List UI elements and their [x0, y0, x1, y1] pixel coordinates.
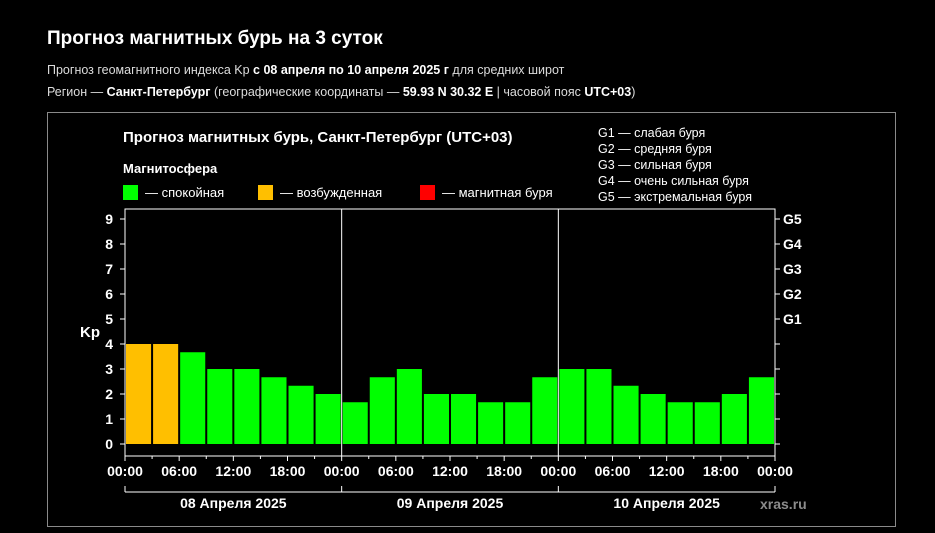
- chart-frame: [47, 112, 896, 527]
- storm-legend-item-1: G2 — средняя буря: [598, 142, 712, 156]
- page-title: Прогноз магнитных бурь на 3 суток: [47, 28, 383, 49]
- kp-bar-16: [559, 369, 585, 444]
- region-text: Регион — Санкт-Петербург (географические…: [47, 85, 636, 99]
- x-tick-label-8: 00:00: [540, 463, 576, 479]
- kp-bar-9: [369, 377, 395, 444]
- storm-legend-item-3: G4 — очень сильная буря: [598, 174, 749, 188]
- kp-bar-0: [126, 344, 152, 444]
- x-tick-label-11: 18:00: [703, 463, 739, 479]
- x-tick-label-9: 06:00: [595, 463, 631, 479]
- forecast-period-text: Прогноз геомагнитного индекса Kp с 08 ап…: [47, 63, 565, 77]
- y-tick-label-3: 3: [105, 361, 113, 377]
- legend-label-2: — магнитная буря: [442, 185, 553, 200]
- x-tick-label-3: 18:00: [270, 463, 306, 479]
- x-tick-label-1: 06:00: [161, 463, 197, 479]
- kp-bar-2: [180, 352, 206, 444]
- storm-legend-item-4: G5 — экстремальная буря: [598, 190, 752, 204]
- legend-swatch-0: [123, 185, 138, 200]
- region-coordinates: 59.93 N 30.32 E: [402, 85, 494, 99]
- storm-scale-label-g4: G4: [783, 236, 802, 252]
- kp-bar-11: [423, 394, 449, 444]
- x-tick-label-10: 12:00: [649, 463, 685, 479]
- legend-swatch-1: [258, 185, 273, 200]
- chart-title: Прогноз магнитных бурь, Санкт-Петербург …: [123, 129, 513, 146]
- kp-bar-10: [396, 369, 422, 444]
- x-tick-label-4: 00:00: [324, 463, 360, 479]
- y-tick-label-5: 5: [105, 311, 113, 327]
- y-tick-label-8: 8: [105, 236, 113, 252]
- x-tick-label-5: 06:00: [378, 463, 414, 479]
- kp-bar-23: [748, 377, 774, 444]
- plot-area: [124, 208, 776, 457]
- storm-scale-label-g2: G2: [783, 286, 802, 302]
- day-label-2: 10 Апреля 2025: [613, 495, 720, 511]
- region-city: Санкт-Петербург: [106, 85, 211, 99]
- kp-bar-3: [207, 369, 233, 444]
- day-label-1: 09 Апреля 2025: [397, 495, 504, 511]
- kp-bar-7: [315, 394, 341, 444]
- x-tick-label-12: 00:00: [757, 463, 793, 479]
- x-tick-label-6: 12:00: [432, 463, 468, 479]
- region-timezone: UTC+03: [584, 85, 632, 99]
- x-tick-label-2: 12:00: [215, 463, 251, 479]
- kp-bar-18: [613, 385, 639, 444]
- kp-bar-5: [261, 377, 287, 444]
- kp-bar-21: [694, 402, 720, 444]
- x-tick-label-7: 18:00: [486, 463, 522, 479]
- magnetosphere-title: Магнитосфера: [123, 161, 218, 176]
- y-tick-label-1: 1: [105, 411, 113, 427]
- storm-scale-label-g5: G5: [783, 211, 802, 227]
- y-tick-label-9: 9: [105, 211, 113, 227]
- storm-scale-label-g1: G1: [783, 311, 802, 327]
- storm-legend-item-2: G3 — сильная буря: [598, 158, 712, 172]
- kp-bar-1: [153, 344, 179, 444]
- kp-bar-20: [667, 402, 693, 444]
- storm-scale-label-g3: G3: [783, 261, 802, 277]
- watermark-label: xras.ru: [760, 496, 807, 512]
- y-tick-label-2: 2: [105, 386, 113, 402]
- legend-label-1: — возбужденная: [280, 185, 382, 200]
- kp-bar-4: [234, 369, 260, 444]
- day-label-0: 08 Апреля 2025: [180, 495, 287, 511]
- kp-bar-22: [721, 394, 747, 444]
- y-tick-label-4: 4: [105, 336, 113, 352]
- y-tick-label-6: 6: [105, 286, 113, 302]
- kp-bar-12: [451, 394, 477, 444]
- kp-bar-17: [586, 369, 612, 444]
- kp-bar-14: [505, 402, 531, 444]
- y-tick-label-0: 0: [105, 436, 113, 452]
- kp-bar-13: [478, 402, 504, 444]
- legend-label-0: — спокойная: [145, 185, 224, 200]
- kp-bar-19: [640, 394, 666, 444]
- kp-bar-8: [342, 402, 368, 444]
- y-axis-label: Kp: [80, 324, 100, 341]
- y-tick-label-7: 7: [105, 261, 113, 277]
- kp-bar-6: [288, 385, 314, 444]
- kp-bar-15: [532, 377, 558, 444]
- storm-legend-item-0: G1 — слабая буря: [598, 126, 705, 140]
- legend-swatch-2: [420, 185, 435, 200]
- x-tick-label-0: 00:00: [107, 463, 143, 479]
